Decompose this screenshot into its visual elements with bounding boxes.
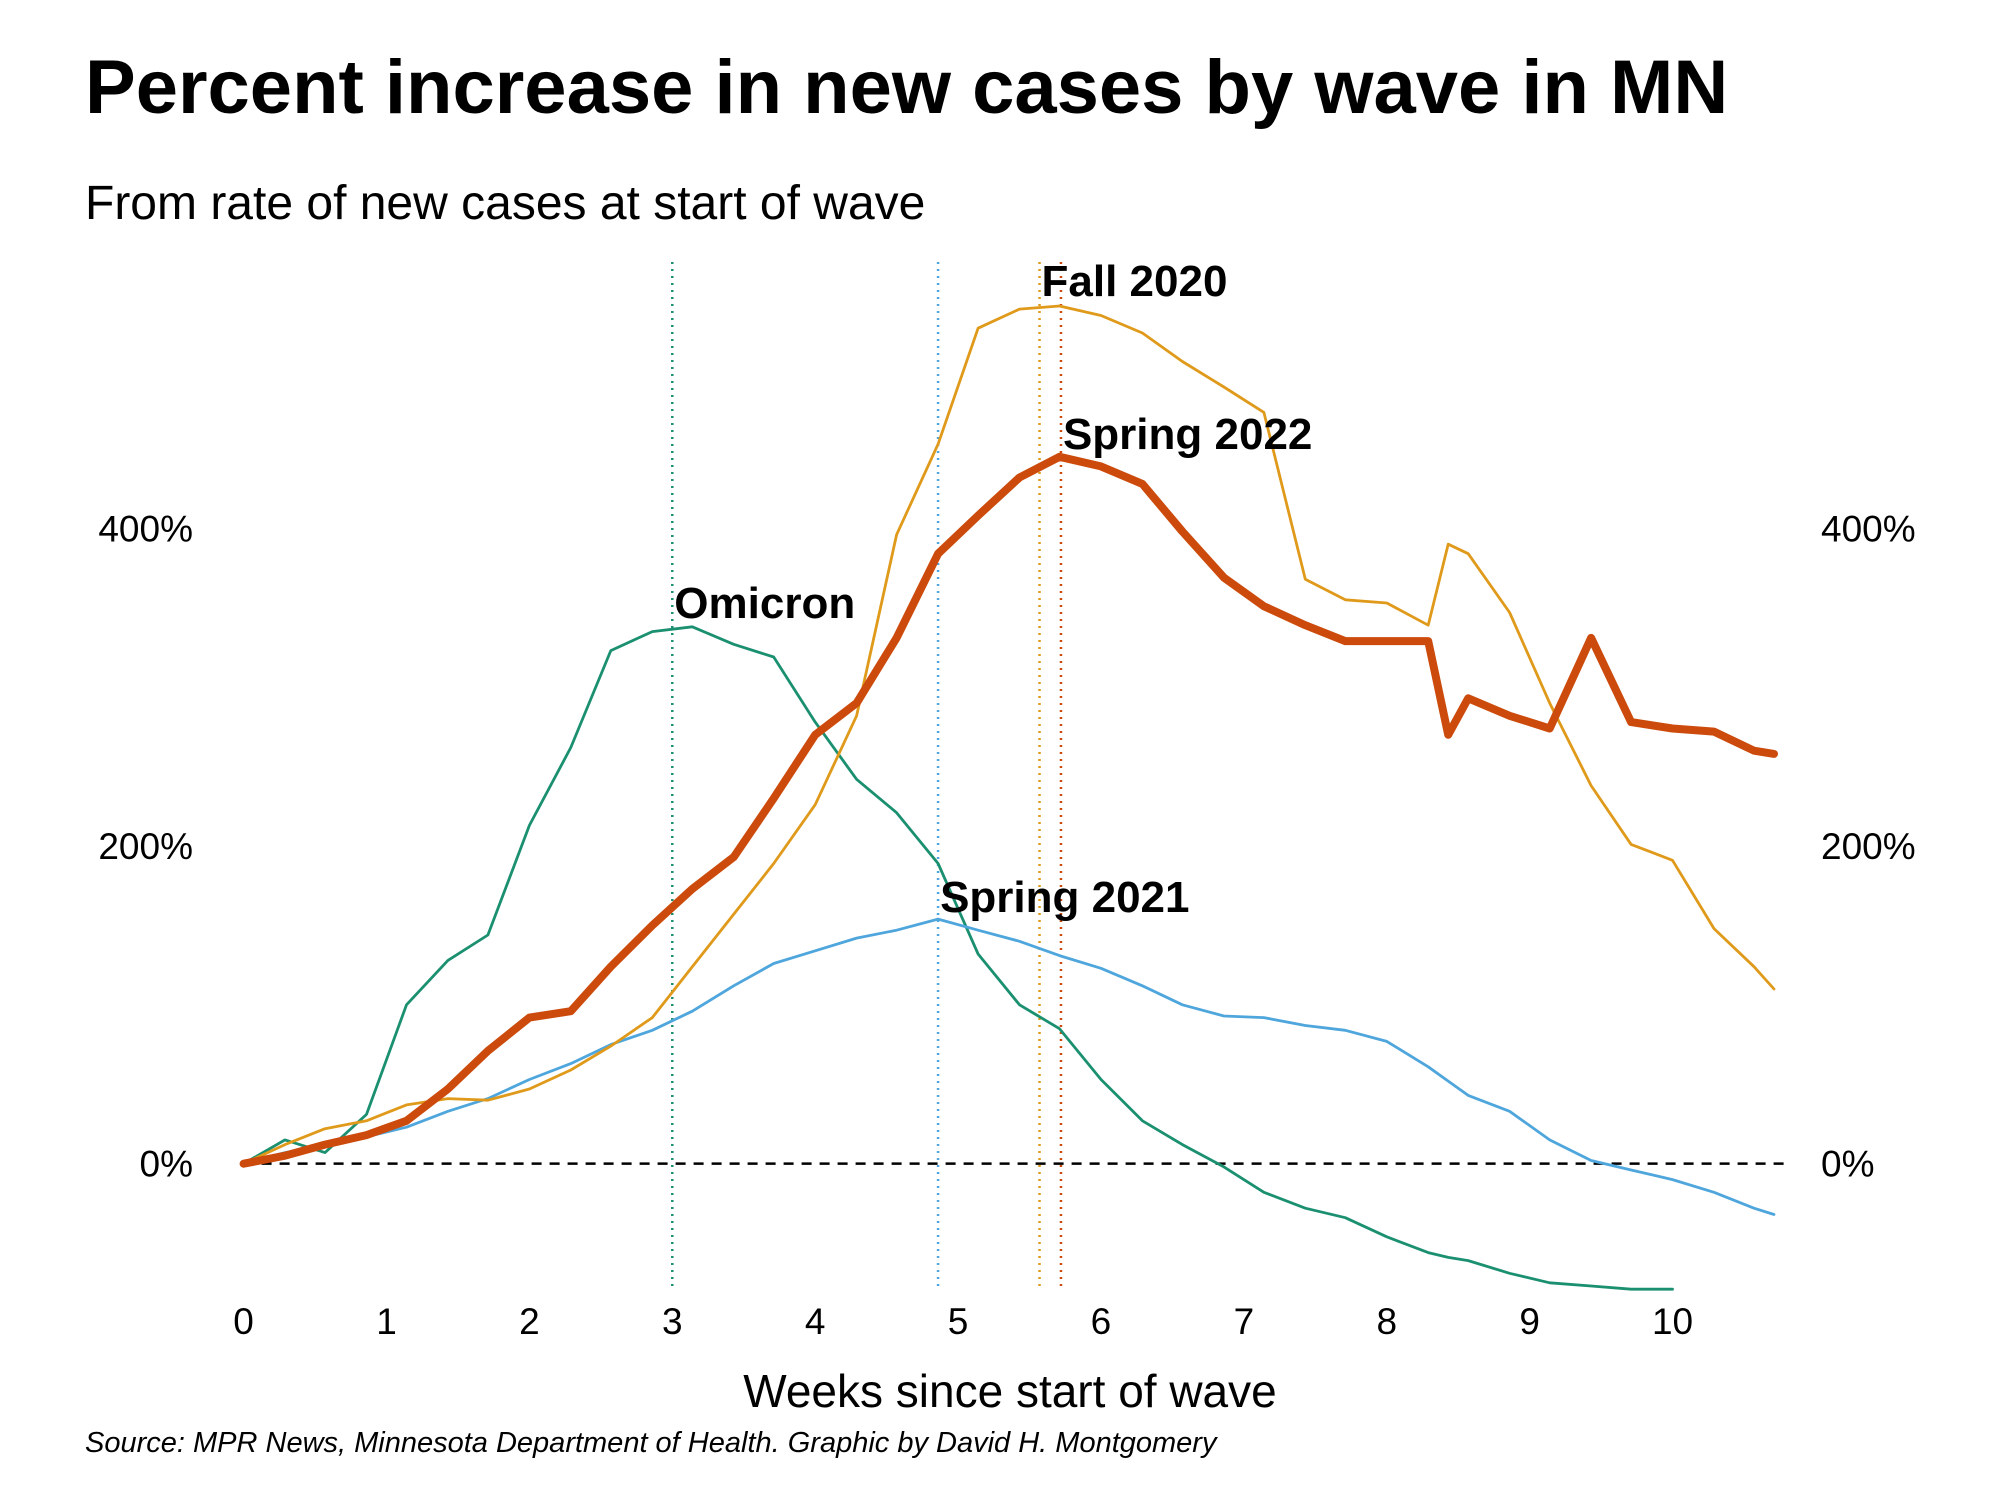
- chart-title: Percent increase in new cases by wave in…: [85, 45, 1728, 130]
- x-axis-label: Weeks since start of wave: [743, 1365, 1276, 1417]
- series-label: Fall 2020: [1042, 257, 1228, 306]
- series-label: Spring 2022: [1063, 410, 1312, 459]
- y-tick-label: 0%: [140, 1144, 193, 1185]
- x-tick-label: 0: [233, 1301, 254, 1342]
- x-tick-label: 3: [662, 1301, 683, 1342]
- x-tick-label: 10: [1652, 1301, 1693, 1342]
- y2-tick-label: 0%: [1821, 1144, 1874, 1185]
- y-tick-label: 200%: [98, 826, 193, 867]
- x-tick-label: 9: [1519, 1301, 1540, 1342]
- y2-tick-label: 200%: [1821, 826, 1916, 867]
- series-line: [242, 304, 1776, 1166]
- series-line: [242, 917, 1776, 1216]
- y2-tick-label: 400%: [1821, 508, 1916, 549]
- x-tick-label: 8: [1376, 1301, 1397, 1342]
- x-tick-label: 6: [1091, 1301, 1112, 1342]
- x-tick-label: 7: [1234, 1301, 1255, 1342]
- x-tick-label: 4: [805, 1301, 826, 1342]
- x-tick-label: 1: [376, 1301, 397, 1342]
- series-label: Omicron: [674, 579, 855, 628]
- source-note: Source: MPR News, Minnesota Department o…: [85, 1427, 1218, 1459]
- y-tick-label: 400%: [98, 508, 193, 549]
- x-tick-label: 5: [948, 1301, 969, 1342]
- chart-subtitle: From rate of new cases at start of wave: [85, 177, 925, 230]
- series-line: [242, 625, 1674, 1291]
- series-line: [239, 452, 1778, 1168]
- x-tick-label: 2: [519, 1301, 540, 1342]
- series-label: Spring 2021: [940, 873, 1189, 922]
